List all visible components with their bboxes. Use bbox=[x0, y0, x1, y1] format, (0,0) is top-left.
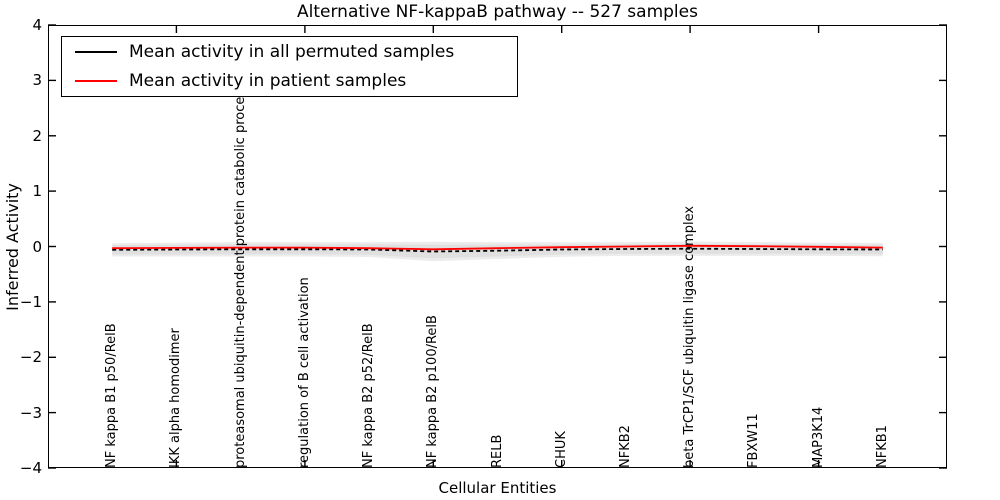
legend-entry-label: Mean activity in patient samples bbox=[129, 71, 407, 91]
y-tick-label: 4 bbox=[32, 16, 42, 34]
patient-mean-line bbox=[112, 244, 883, 251]
y-tick-label: −4 bbox=[19, 459, 42, 477]
legend-entry-label: Mean activity in all permuted samples bbox=[129, 42, 455, 62]
y-tick-label: −2 bbox=[19, 348, 42, 367]
permuted-mean-line bbox=[112, 247, 883, 253]
legend-entry-permuted: Mean activity in all permuted samples bbox=[62, 38, 517, 67]
x-axis-label: Cellular Entities bbox=[438, 479, 557, 497]
y-tick-label: −1 bbox=[19, 292, 42, 311]
y-tick-label: 1 bbox=[32, 182, 42, 201]
chart-title: Alternative NF-kappaB pathway -- 527 sam… bbox=[297, 2, 698, 22]
y-tick-label: 3 bbox=[32, 71, 42, 90]
y-tick-label: −3 bbox=[19, 403, 42, 422]
y-tick-label: 0 bbox=[32, 237, 42, 256]
legend: Mean activity in all permuted samples Me… bbox=[61, 36, 518, 97]
y-tick-label: 2 bbox=[32, 126, 42, 145]
patient-line-swatch bbox=[75, 80, 117, 82]
series-line-layer bbox=[48, 24, 947, 469]
permuted-line-swatch bbox=[75, 51, 117, 53]
legend-entry-patient: Mean activity in patient samples bbox=[62, 67, 517, 96]
